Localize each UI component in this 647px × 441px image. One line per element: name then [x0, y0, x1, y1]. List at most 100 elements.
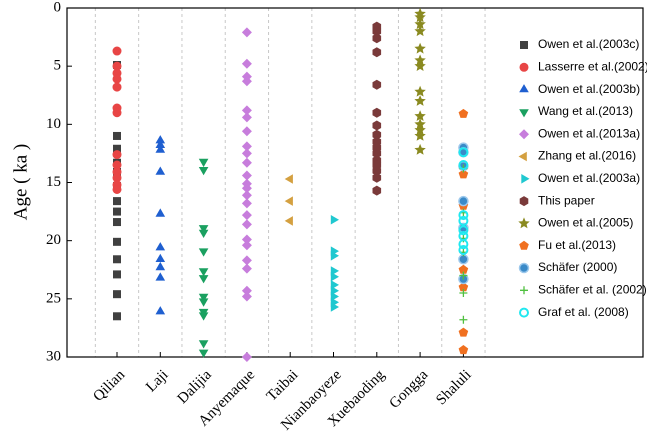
- data-point: [459, 289, 468, 298]
- data-point: [284, 216, 293, 226]
- y-tick-label: 0: [54, 0, 62, 15]
- data-point: [241, 183, 252, 194]
- y-tick-label: 30: [46, 348, 61, 364]
- data-point: [330, 302, 339, 312]
- data-point: [241, 198, 252, 209]
- x-tick-label: Dalijia: [175, 367, 215, 407]
- data-point: [198, 298, 209, 307]
- legend-marker: [520, 286, 528, 295]
- data-point: [284, 196, 293, 206]
- data-point: [155, 144, 166, 153]
- data-point: [241, 141, 252, 152]
- data-point: [458, 195, 469, 207]
- data-point: [459, 271, 468, 280]
- data-point: [112, 184, 122, 194]
- data-point: [414, 130, 426, 141]
- data-point: [458, 215, 469, 226]
- legend-marker: [518, 262, 530, 274]
- data-point: [372, 79, 382, 90]
- data-point: [113, 270, 121, 279]
- data-point: [414, 18, 426, 30]
- data-point: [112, 108, 122, 118]
- data-point: [155, 208, 166, 217]
- data-point: [459, 315, 468, 324]
- x-tick-label: Shaluli: [433, 367, 474, 408]
- data-point: [372, 26, 382, 37]
- data-point: [112, 74, 122, 84]
- data-point: [155, 242, 166, 251]
- data-point: [113, 207, 121, 216]
- legend-label: This paper: [538, 193, 595, 207]
- data-point: [113, 255, 121, 264]
- data-point: [112, 61, 122, 71]
- data-point: [241, 190, 252, 201]
- data-point: [241, 234, 252, 245]
- data-point: [458, 108, 469, 118]
- data-point: [458, 239, 469, 250]
- data-point: [372, 185, 382, 196]
- y-axis-label: Age ( ka ): [10, 144, 31, 221]
- legend-label: Owen et al.(2003b): [538, 82, 640, 96]
- data-point: [112, 160, 122, 170]
- legend-marker: [519, 84, 529, 93]
- legend-label: Owen et al.(2003a): [538, 171, 640, 185]
- legend-marker: [521, 174, 530, 184]
- data-point: [458, 264, 469, 274]
- data-point: [198, 349, 209, 358]
- data-point: [372, 107, 382, 118]
- data-point: [112, 150, 122, 160]
- data-point: [241, 210, 252, 221]
- data-point: [458, 147, 469, 158]
- data-point: [241, 285, 252, 296]
- data-point: [458, 282, 469, 292]
- data-point: [414, 25, 426, 37]
- data-point: [372, 120, 382, 131]
- data-point: [198, 275, 209, 284]
- data-point: [458, 345, 469, 355]
- data-point: [372, 129, 382, 140]
- data-point: [458, 327, 469, 337]
- y-tick-label: 25: [46, 290, 61, 306]
- data-point: [414, 95, 426, 106]
- legend-marker: [519, 240, 529, 250]
- y-tick-label: 10: [46, 116, 61, 132]
- legend-marker: [519, 129, 529, 140]
- data-point: [155, 306, 166, 315]
- data-point: [241, 157, 252, 168]
- data-point: [414, 143, 426, 155]
- legend-label: Wang et al.(2013): [538, 104, 633, 118]
- data-point: [241, 126, 252, 137]
- data-point: [113, 312, 121, 321]
- data-point: [414, 42, 426, 54]
- legend-label: Owen et al.(2005): [538, 216, 633, 230]
- legend-label: Lasserre et al.(2002): [538, 59, 647, 73]
- data-point: [414, 54, 426, 66]
- data-point: [241, 291, 252, 302]
- data-point: [198, 248, 209, 257]
- x-tick-label: Qilian: [90, 367, 128, 405]
- data-point: [241, 255, 252, 266]
- data-point: [241, 27, 252, 38]
- data-point: [155, 139, 166, 148]
- data-point: [113, 290, 121, 299]
- legend-label: Fu et al.(2013): [538, 238, 616, 252]
- data-point: [372, 33, 382, 44]
- data-point: [372, 148, 382, 159]
- data-point: [198, 312, 209, 321]
- data-point: [155, 166, 166, 175]
- data-point: [241, 352, 252, 362]
- data-point: [458, 160, 469, 171]
- data-point: [458, 244, 469, 255]
- data-point: [414, 110, 426, 121]
- data-point: [112, 46, 122, 56]
- data-point: [241, 263, 252, 274]
- data-point: [372, 172, 382, 183]
- data-point: [155, 253, 166, 262]
- data-point: [241, 219, 252, 230]
- data-point: [414, 124, 426, 135]
- legend-label: Schäfer (2000): [538, 260, 617, 274]
- data-point: [198, 229, 209, 238]
- legend-marker: [518, 217, 530, 229]
- data-point: [414, 118, 426, 130]
